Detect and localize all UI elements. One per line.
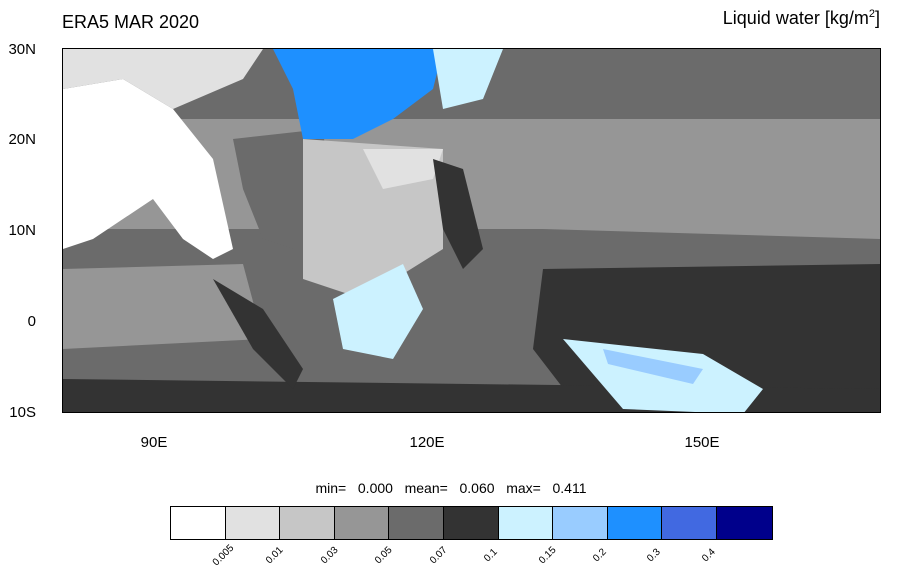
- legend-swatch-0: [171, 507, 226, 539]
- stat-max-label: max=: [506, 480, 541, 496]
- region-borneo: [333, 264, 423, 359]
- color-legend: [170, 506, 773, 540]
- region-himalaya: [63, 49, 263, 109]
- x-label-120e: 120E: [409, 434, 445, 451]
- region-sumatra: [213, 279, 303, 389]
- stat-min-value: 0.000: [357, 480, 393, 496]
- legend-swatch-3: [334, 507, 390, 539]
- title-right-superscript: 2: [868, 8, 875, 20]
- map-field: [63, 49, 880, 412]
- legend-swatch-1: [225, 507, 281, 539]
- stat-max-value: 0.411: [552, 480, 587, 496]
- x-label-150e: 150E: [684, 434, 720, 451]
- region-east-china-sea: [433, 49, 503, 109]
- legend-tick-label: 0.3: [645, 546, 664, 565]
- plot-title-left: ERA5 MAR 2020: [62, 12, 200, 32]
- legend-swatch-6: [498, 507, 554, 539]
- legend-swatch-2: [280, 507, 335, 539]
- legend-swatch-4: [389, 507, 444, 539]
- map-panel: [62, 48, 881, 413]
- y-label-10s: 10S: [9, 404, 36, 421]
- y-label-20n: 20N: [8, 131, 36, 148]
- legend-tick-label: 0.4: [700, 546, 718, 565]
- legend-swatch-10: [716, 507, 772, 539]
- legend-swatch-8: [607, 507, 663, 539]
- legend-tick-label: 0.1: [481, 546, 500, 565]
- region-indian-ocean: [63, 264, 263, 349]
- region-philippines: [433, 159, 483, 269]
- title-right-text: Liquid water [kg/m: [722, 8, 869, 28]
- region-scs-north: [363, 149, 443, 189]
- legend-swatch-9: [662, 507, 717, 539]
- plot-title-right: Liquid water [kg/m2]: [723, 8, 880, 29]
- region-india-dry: [63, 79, 233, 259]
- stat-mean-label: mean=: [404, 480, 448, 496]
- stat-mean-value: 0.060: [459, 480, 495, 496]
- legend-swatch-5: [443, 507, 499, 539]
- y-label-0: 0: [27, 313, 36, 330]
- stat-min-label: min=: [315, 480, 347, 496]
- legend-tick-label: 0.01: [264, 544, 286, 567]
- x-label-90e: 90E: [140, 434, 168, 451]
- legend-swatch-7: [553, 507, 608, 539]
- legend-tick-label: 0.05: [373, 544, 395, 567]
- stats-line: min= 0.000 mean= 0.060 max= 0.411: [0, 480, 902, 496]
- y-label-30n: 30N: [8, 41, 36, 58]
- legend-tick-label: 0.2: [590, 546, 609, 565]
- legend-tick-label: 0.03: [318, 544, 341, 567]
- legend-tick-label: 0.15: [537, 544, 559, 567]
- legend-tick-label: 0.005: [210, 542, 236, 569]
- legend-tick-label: 0.07: [427, 544, 450, 567]
- region-south-china: [273, 49, 443, 139]
- region-west-pacific: [513, 119, 880, 239]
- title-right-close: ]: [874, 8, 880, 28]
- region-new-guinea-highland: [603, 349, 703, 384]
- y-label-10n: 10N: [8, 222, 36, 239]
